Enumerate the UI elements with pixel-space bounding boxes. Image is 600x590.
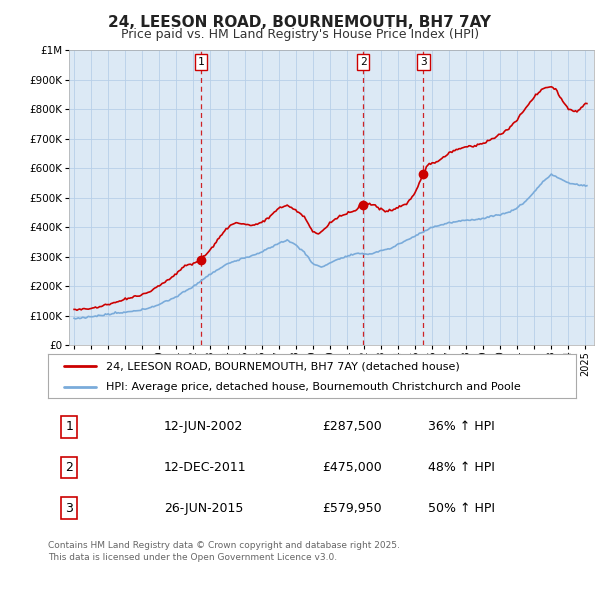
Text: 48% ↑ HPI: 48% ↑ HPI bbox=[428, 461, 495, 474]
Text: 2: 2 bbox=[65, 461, 73, 474]
Text: £475,000: £475,000 bbox=[323, 461, 382, 474]
Text: This data is licensed under the Open Government Licence v3.0.: This data is licensed under the Open Gov… bbox=[48, 553, 337, 562]
Text: HPI: Average price, detached house, Bournemouth Christchurch and Poole: HPI: Average price, detached house, Bour… bbox=[106, 382, 521, 392]
Text: 3: 3 bbox=[420, 57, 427, 67]
Text: 2: 2 bbox=[359, 57, 367, 67]
Text: Price paid vs. HM Land Registry's House Price Index (HPI): Price paid vs. HM Land Registry's House … bbox=[121, 28, 479, 41]
Text: 1: 1 bbox=[65, 421, 73, 434]
Text: Contains HM Land Registry data © Crown copyright and database right 2025.: Contains HM Land Registry data © Crown c… bbox=[48, 541, 400, 550]
Text: 1: 1 bbox=[197, 57, 205, 67]
Text: 24, LEESON ROAD, BOURNEMOUTH, BH7 7AY (detached house): 24, LEESON ROAD, BOURNEMOUTH, BH7 7AY (d… bbox=[106, 362, 460, 371]
Text: 12-DEC-2011: 12-DEC-2011 bbox=[164, 461, 247, 474]
Text: 36% ↑ HPI: 36% ↑ HPI bbox=[428, 421, 495, 434]
Text: 26-JUN-2015: 26-JUN-2015 bbox=[164, 502, 244, 514]
Text: £287,500: £287,500 bbox=[323, 421, 382, 434]
Text: £579,950: £579,950 bbox=[323, 502, 382, 514]
Text: 24, LEESON ROAD, BOURNEMOUTH, BH7 7AY: 24, LEESON ROAD, BOURNEMOUTH, BH7 7AY bbox=[109, 15, 491, 30]
Text: 12-JUN-2002: 12-JUN-2002 bbox=[164, 421, 244, 434]
Text: 3: 3 bbox=[65, 502, 73, 514]
Text: 50% ↑ HPI: 50% ↑ HPI bbox=[428, 502, 495, 514]
